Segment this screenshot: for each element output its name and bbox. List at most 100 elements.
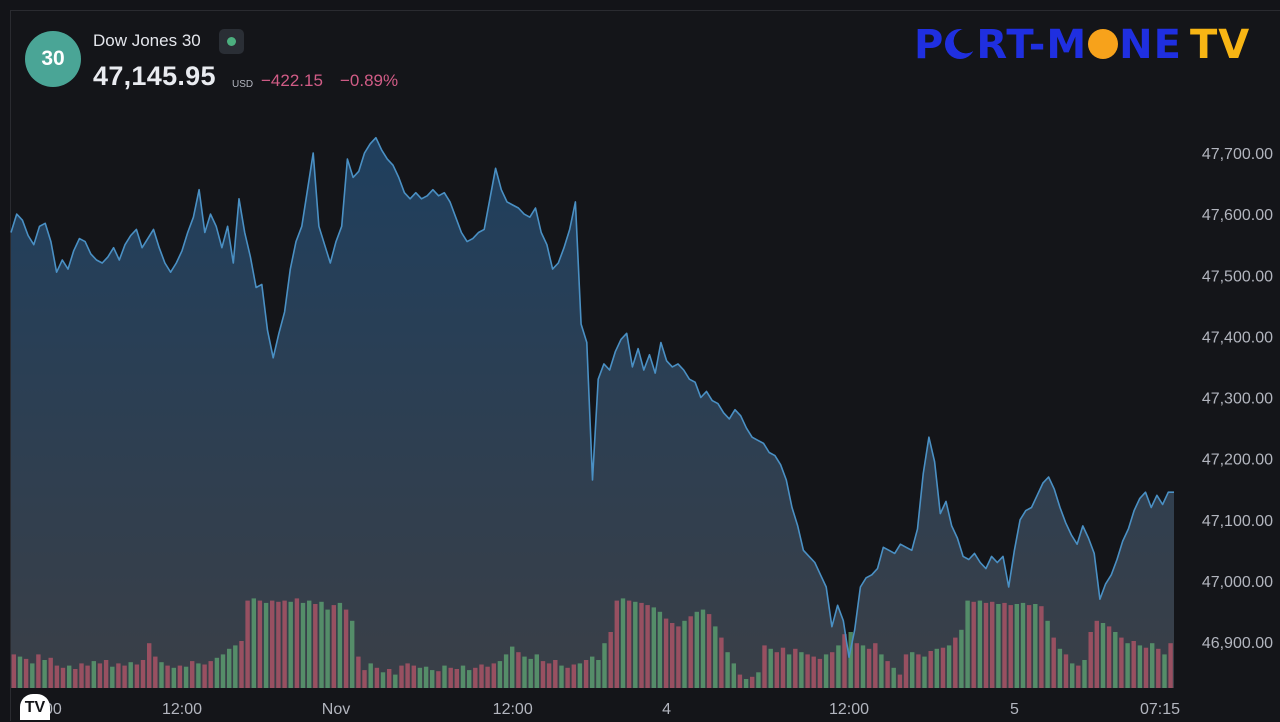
volume-bar	[399, 665, 404, 688]
y-axis-tick-label: 47,600.00	[1202, 207, 1273, 224]
volume-bar	[1150, 643, 1155, 688]
volume-bar	[639, 602, 644, 688]
volume-bar	[1051, 637, 1056, 688]
volume-bar	[454, 669, 459, 688]
price-change-absolute: −422.15	[261, 71, 323, 90]
y-axis-tick-label: 47,700.00	[1202, 146, 1273, 163]
volume-bar	[134, 664, 140, 688]
volume-bar	[903, 654, 909, 688]
price-line	[10, 136, 1174, 659]
volume-bar	[620, 598, 626, 688]
volume-bar	[590, 656, 595, 688]
volume-bar	[946, 645, 952, 688]
volume-bar	[953, 637, 958, 688]
volume-bar	[208, 661, 213, 688]
volume-bar	[811, 656, 816, 688]
volume-bar	[411, 665, 416, 688]
symbol-badge: 30	[25, 31, 81, 87]
volume-bar	[196, 663, 201, 688]
volume-bar	[553, 660, 558, 688]
tradingview-logo-icon[interactable]: TV	[20, 694, 50, 720]
volume-bar	[916, 654, 921, 688]
volume-bar	[276, 601, 281, 688]
volume-bar	[977, 600, 983, 688]
volume-bar	[700, 609, 706, 688]
x-axis-tick-label: Nov	[322, 701, 350, 718]
volume-bar	[257, 600, 263, 688]
moon-icon	[945, 29, 976, 59]
volume-bar	[473, 667, 478, 688]
volume-bar	[1033, 604, 1038, 688]
volume-bar	[1082, 660, 1087, 688]
volume-bar	[1137, 645, 1143, 688]
volume-bar	[380, 672, 386, 688]
volume-bar	[479, 664, 484, 688]
volume-bar	[762, 645, 767, 688]
volume-bar	[30, 663, 35, 688]
volume-bar	[596, 660, 601, 688]
volume-bar	[239, 641, 244, 688]
volume-bar	[694, 611, 699, 688]
volume-bar	[830, 652, 835, 688]
volume-bar	[1063, 654, 1069, 688]
volume-bar	[183, 666, 189, 688]
volume-bar	[282, 600, 287, 688]
volume-bar	[1076, 665, 1081, 688]
volume-bar	[891, 667, 896, 688]
volume-bar	[190, 661, 195, 688]
status-dot-icon	[227, 37, 236, 46]
volume-bar	[42, 660, 47, 688]
volume-bar	[676, 626, 681, 688]
volume-bar	[706, 614, 712, 688]
volume-bar	[54, 665, 60, 688]
volume-bar	[171, 667, 176, 688]
volume-bar	[1131, 641, 1136, 688]
volume-bar	[540, 661, 546, 688]
volume-bar	[110, 666, 115, 688]
volume-bar	[657, 611, 663, 688]
volume-bar	[337, 602, 343, 688]
volume-bar	[719, 637, 724, 688]
volume-bar	[263, 602, 269, 688]
volume-bar	[17, 656, 23, 688]
volume-bar	[491, 663, 496, 688]
price-change-percent: −0.89%	[340, 71, 399, 90]
volume-bar	[116, 663, 121, 688]
volume-bar	[67, 665, 72, 688]
volume-bar	[663, 618, 669, 688]
volume-bar	[848, 632, 853, 688]
volume-bar	[1008, 605, 1013, 688]
volume-bar	[786, 654, 792, 688]
volume-bar	[823, 654, 829, 688]
currency-label: USD	[232, 79, 254, 90]
market-status-indicator[interactable]	[219, 29, 244, 54]
volume-bar	[571, 664, 576, 688]
symbol-name[interactable]: Dow Jones 30	[93, 31, 201, 50]
volume-bar	[860, 645, 866, 688]
volume-bar	[307, 600, 312, 688]
volume-bar	[1143, 647, 1149, 688]
volume-bar	[910, 652, 915, 688]
volume-bar	[128, 662, 133, 688]
volume-bar	[774, 652, 779, 688]
volume-bar	[177, 665, 183, 688]
volume-bar	[467, 670, 472, 688]
volume-bar	[780, 647, 786, 688]
volume-bar	[368, 663, 373, 688]
x-axis-tick-label: 12:00	[162, 701, 202, 718]
volume-bar	[725, 652, 730, 688]
volume-bar	[1162, 654, 1167, 688]
volume-bar	[996, 604, 1001, 688]
volume-bar	[1168, 643, 1173, 688]
volume-bar	[1119, 637, 1124, 688]
volume-bar	[990, 601, 995, 688]
volume-bar	[651, 607, 656, 688]
volume-bar	[85, 665, 90, 688]
volume-bar	[1106, 626, 1112, 688]
x-axis-tick-label: 07:15	[1140, 701, 1180, 718]
volume-bar	[417, 667, 423, 688]
volume-bar	[1070, 663, 1075, 688]
volume-bar	[522, 656, 527, 688]
volume-bar	[940, 647, 946, 688]
